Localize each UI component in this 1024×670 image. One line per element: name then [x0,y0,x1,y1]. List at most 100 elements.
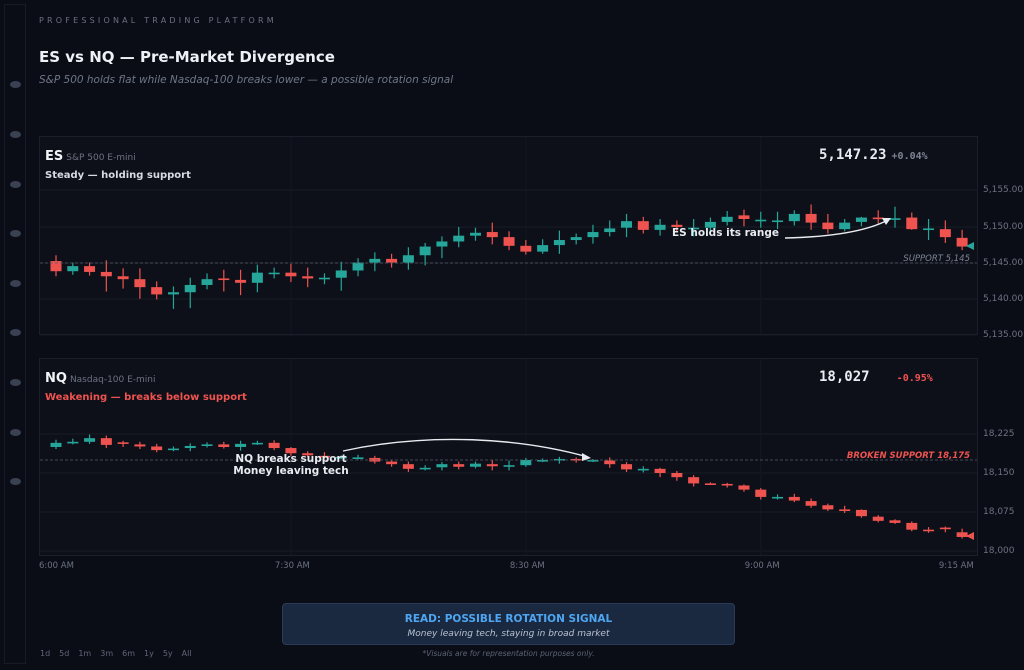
es-candle-body [352,262,364,271]
es-candle [167,286,179,309]
es-candle [503,231,515,251]
nq-candle [84,434,96,444]
nq-candle [470,461,481,469]
nq-candle-body [738,485,750,490]
nq-candle [839,505,851,514]
es-candle-body [956,237,968,247]
es-candle-body [503,237,515,246]
es-candle-body [235,279,247,283]
es-y-tick: 5,135.00 [983,330,1024,340]
nq-candle-body [688,477,700,484]
es-candle-body [201,279,213,285]
es-candle-body [251,272,263,283]
es-candle [906,212,918,230]
es-candle [604,220,616,237]
nq-candle [318,452,330,459]
nq-candle-body [553,458,565,461]
es-candle [805,204,817,230]
nq-candle-body [637,468,649,471]
es-candle-body [285,272,297,277]
nq-candle [100,435,112,449]
es-candle-body [117,276,129,280]
es-candle [352,258,364,277]
nq-candle-body [822,505,834,510]
range-1m[interactable]: 1m [78,649,92,658]
es-candle [654,219,666,236]
nq-annotation-line1: NQ breaks support [235,453,346,465]
range-5y[interactable]: 5y [162,649,173,658]
nq-candle [855,509,867,518]
es-candle-body [755,219,767,222]
nq-symbol-header: NQ Nasdaq-100 E-mini [45,367,156,386]
range-6m[interactable]: 6m [122,649,136,658]
es-candle [386,253,398,268]
nq-candle-body [134,444,146,447]
nq-candle-body [503,465,515,467]
nq-candle [755,488,767,500]
nq-candle [604,457,616,468]
es-candle-body [84,266,96,272]
nq-candle-body [855,509,867,517]
nq-candle-body [654,468,666,473]
es-candle [637,216,649,234]
nq-candle [369,455,381,464]
es-candle-body [671,224,683,227]
es-candle [520,240,532,255]
nq-candle-body [906,522,918,530]
es-candle [335,261,347,291]
nq-candle-body [419,467,431,470]
nq-candle-body [453,464,465,467]
nq-candle [654,467,666,478]
nav-dot[interactable] [10,280,21,287]
nq-candle [352,454,364,460]
nav-dot[interactable] [10,81,21,88]
nq-candle-body [520,460,532,466]
nq-candle [402,461,414,472]
es-candle-body [704,221,716,228]
es-y-tick: 5,155.00 [983,185,1024,195]
nq-candle-body [486,464,498,467]
nav-dot[interactable] [10,131,21,138]
nq-candle [738,484,750,492]
arrow-head-icon [582,453,591,461]
nq-candle-body [100,438,112,445]
range-5d[interactable]: 5d [59,649,70,658]
nav-dot[interactable] [10,379,21,386]
nq-candle [67,438,79,445]
nav-dot[interactable] [10,478,21,485]
nq-candle-body [268,442,280,449]
es-candle-body [386,258,398,263]
es-candle-body [369,258,381,263]
nq-candle-body [84,438,96,442]
es-candle [788,210,800,226]
nq-candle [151,443,163,453]
nq-symbol: NQ [45,371,67,386]
es-candle-body [570,237,582,241]
nav-dot[interactable] [10,181,21,188]
nav-dot[interactable] [10,329,21,336]
nq-candle [721,482,733,488]
range-1d[interactable]: 1d [40,649,51,658]
es-candle-body [822,222,834,230]
range-1y[interactable]: 1y [144,649,154,658]
es-candle-body [621,221,633,228]
es-candle [419,242,431,266]
es-candle-body [318,277,330,280]
es-candle [671,220,683,232]
nq-candle-body [251,442,263,445]
range-3m[interactable]: 3m [100,649,114,658]
nav-dot[interactable] [10,230,21,237]
nq-y-tick: 18,150 [983,468,1015,478]
nq-candle [50,439,62,450]
range-all[interactable]: All [181,649,192,658]
nq-candle-body [671,473,683,478]
nq-candle [218,441,230,449]
disclaimer: *Visuals are for representation purposes… [422,649,595,658]
es-annotation-arrow [784,219,889,239]
nav-dot[interactable] [10,429,21,436]
es-candle [318,273,330,285]
es-name: S&P 500 E-mini [66,153,136,163]
es-candle-body [453,235,465,242]
es-y-tick: 5,145.00 [983,258,1024,268]
